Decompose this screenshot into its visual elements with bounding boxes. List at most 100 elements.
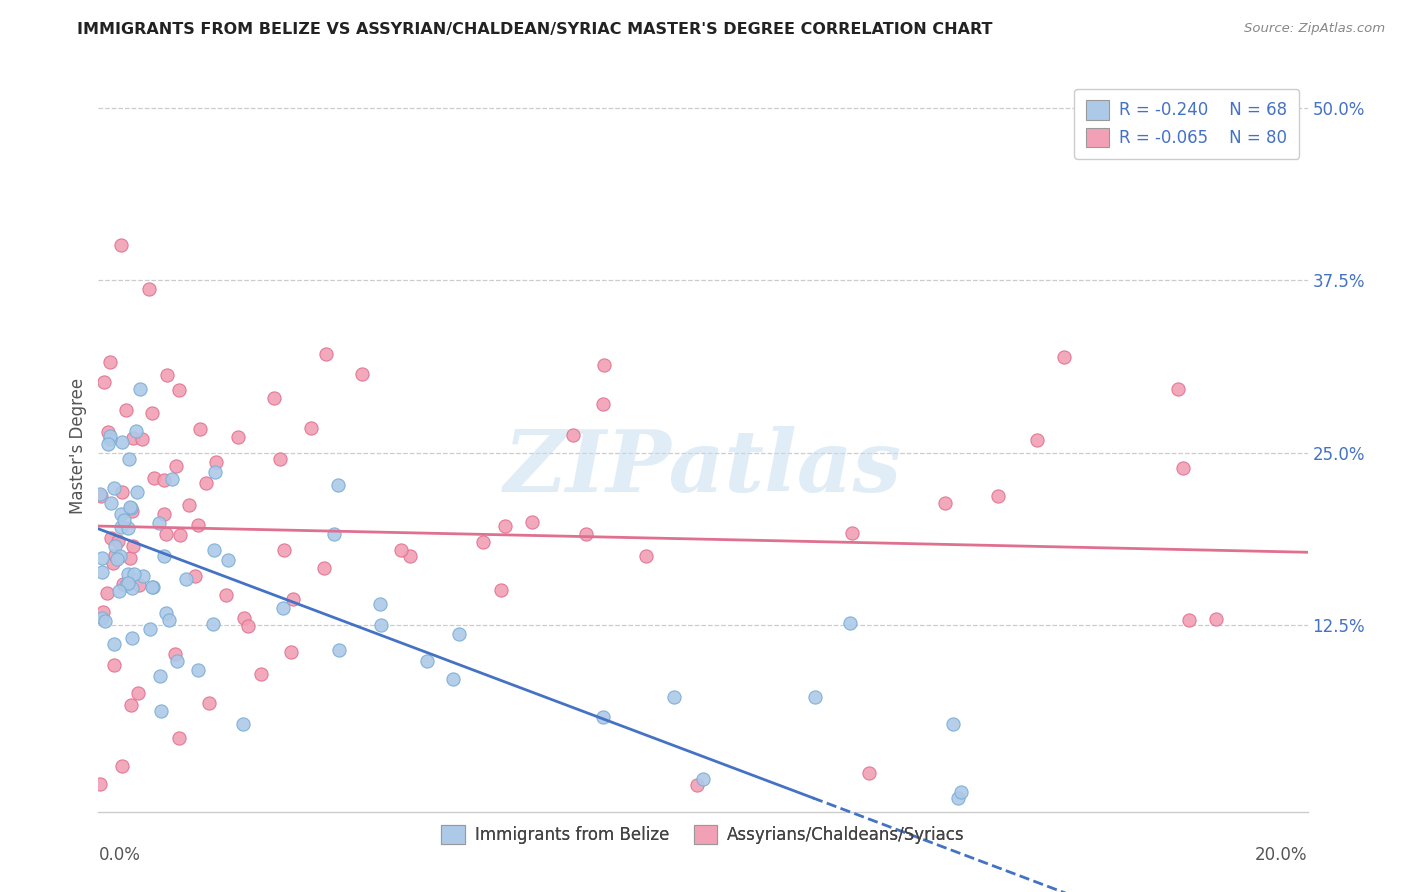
Point: [149, 704, 172, 718]
Text: IMMIGRANTS FROM BELIZE VS ASSYRIAN/CHALDEAN/SYRIAC MASTER'S DEGREE CORRELATION C: IMMIGRANTS FROM BELIZE VS ASSYRIAN/CHALD…: [77, 22, 993, 37]
Point: [98, 355, 121, 369]
Point: [186, 517, 208, 532]
Point: [273, 543, 295, 558]
Point: [315, 347, 337, 361]
Point: [157, 613, 180, 627]
Point: [125, 485, 148, 500]
Point: [155, 606, 177, 620]
Point: [250, 667, 273, 681]
Point: [110, 507, 132, 521]
Point: [120, 698, 142, 712]
Point: [215, 588, 238, 602]
Point: [98, 429, 121, 443]
Point: [350, 367, 373, 381]
Point: [1053, 350, 1076, 364]
Point: [141, 580, 163, 594]
Point: [562, 427, 585, 442]
Point: [494, 519, 516, 533]
Point: [97, 425, 120, 439]
Point: [141, 407, 163, 421]
Point: [204, 465, 226, 479]
Point: [370, 618, 392, 632]
Point: [593, 358, 616, 372]
Point: [201, 617, 224, 632]
Point: [176, 573, 198, 587]
Point: [131, 432, 153, 446]
Point: [96, 586, 118, 600]
Point: [89, 777, 111, 791]
Point: [110, 238, 132, 252]
Point: [149, 669, 172, 683]
Point: [121, 581, 143, 595]
Point: [934, 496, 956, 510]
Point: [841, 525, 863, 540]
Point: [299, 421, 322, 435]
Point: [100, 496, 122, 510]
Point: [104, 539, 127, 553]
Point: [152, 549, 174, 563]
Text: 0.0%: 0.0%: [98, 847, 141, 864]
Point: [163, 647, 186, 661]
Point: [120, 550, 142, 565]
Point: [153, 508, 176, 522]
Point: [194, 475, 217, 490]
Point: [169, 383, 191, 397]
Point: [233, 611, 256, 625]
Point: [120, 500, 142, 515]
Point: [368, 597, 391, 611]
Point: [987, 489, 1010, 503]
Point: [271, 600, 294, 615]
Point: [121, 632, 143, 646]
Point: [160, 472, 183, 486]
Point: [108, 584, 131, 599]
Point: [323, 527, 346, 541]
Point: [188, 422, 211, 436]
Point: [110, 520, 132, 534]
Point: [946, 791, 969, 805]
Point: [169, 528, 191, 542]
Point: [416, 655, 439, 669]
Point: [90, 489, 112, 503]
Point: [858, 765, 880, 780]
Point: [121, 504, 143, 518]
Point: [156, 368, 179, 383]
Point: [491, 583, 513, 598]
Point: [281, 591, 304, 606]
Point: [89, 487, 111, 501]
Point: [103, 637, 125, 651]
Point: [139, 623, 162, 637]
Y-axis label: Master's Degree: Master's Degree: [69, 378, 87, 514]
Point: [236, 619, 259, 633]
Point: [115, 578, 138, 592]
Point: [1167, 382, 1189, 396]
Point: [93, 375, 115, 389]
Point: [107, 534, 129, 549]
Point: [226, 430, 249, 444]
Point: [122, 539, 145, 553]
Point: [165, 458, 187, 473]
Point: [389, 542, 412, 557]
Point: [101, 556, 124, 570]
Point: [472, 535, 495, 549]
Point: [664, 690, 686, 705]
Point: [118, 452, 141, 467]
Point: [205, 454, 228, 468]
Point: [166, 654, 188, 668]
Point: [804, 690, 827, 705]
Point: [152, 473, 174, 487]
Point: [118, 500, 141, 514]
Point: [449, 627, 471, 641]
Point: [575, 527, 598, 541]
Point: [399, 549, 422, 563]
Point: [128, 382, 150, 396]
Point: [127, 685, 149, 699]
Point: [110, 549, 132, 564]
Point: [122, 432, 145, 446]
Point: [326, 477, 349, 491]
Point: [117, 566, 139, 581]
Point: [839, 615, 862, 630]
Point: [103, 481, 125, 495]
Point: [187, 664, 209, 678]
Point: [942, 717, 965, 731]
Point: [142, 580, 165, 594]
